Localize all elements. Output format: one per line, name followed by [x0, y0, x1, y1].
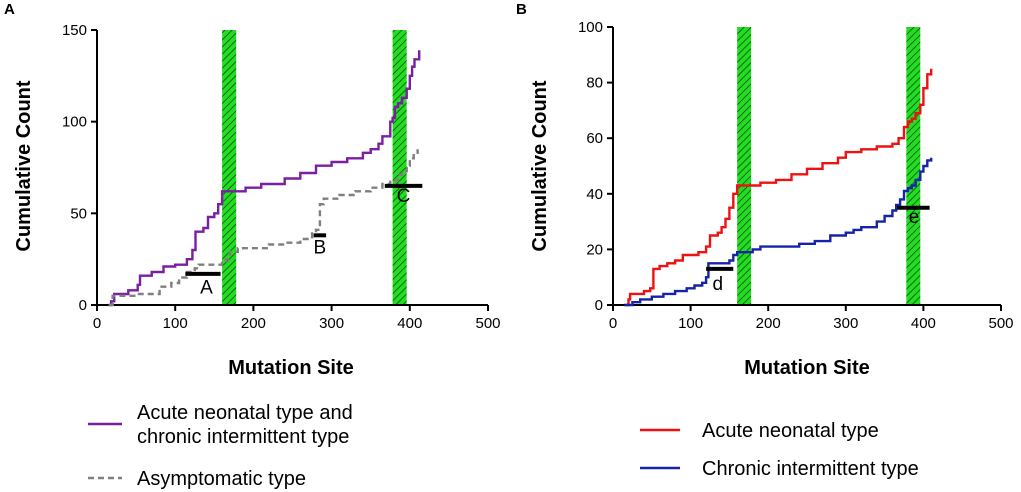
annotation-label-e: e	[909, 207, 920, 228]
shaded-regions-a	[222, 30, 407, 305]
annotations-a: A B C	[185, 183, 423, 299]
y-tick-label: 60	[586, 130, 603, 147]
axes-a: 0 100 200 300 400 500 0 50 100 150	[62, 22, 501, 332]
panel-letter-a: A	[4, 1, 15, 18]
series-b	[624, 68, 933, 307]
annotation-label-d: d	[712, 274, 723, 295]
x-tick-label: 300	[833, 315, 858, 332]
annotation-label-A: A	[200, 278, 213, 299]
legend-label-1: chronic intermittent type	[137, 426, 349, 448]
panel-letter-b: B	[516, 1, 527, 18]
shaded-regions-b	[737, 27, 921, 305]
shaded-region-1	[222, 30, 237, 305]
x-axis-title-a: Mutation Site	[228, 357, 354, 379]
y-tick-label: 50	[70, 205, 87, 222]
annotation-label-C: C	[397, 186, 411, 207]
panel-a: A 0 100 200 300 400 500 0 50 100 150 A B C Mutation…	[4, 1, 501, 490]
series-line-2	[624, 157, 933, 307]
y-tick-label: 150	[62, 22, 87, 39]
legend-b: Acute neonatal type Chronic intermittent …	[640, 420, 919, 480]
y-tick-label: 40	[586, 186, 603, 203]
y-tick-label: 80	[586, 75, 603, 92]
y-tick-label: 100	[62, 114, 87, 131]
shaded-region-2	[906, 27, 921, 305]
x-tick-label: 300	[319, 315, 344, 332]
series-a	[108, 50, 421, 307]
x-tick-label: 100	[678, 315, 703, 332]
annotation-label-B: B	[314, 237, 327, 258]
x-tick-label: 0	[609, 315, 617, 332]
y-axis-title-b: Cumulative Count	[529, 80, 551, 251]
y-tick-label: 20	[586, 241, 603, 258]
x-tick-label: 400	[911, 315, 936, 332]
x-tick-label: 500	[475, 315, 500, 332]
y-tick-label: 100	[578, 19, 603, 36]
axes-b: 0 100 200 300 400 500 0 20 40 60 80 100	[578, 19, 1014, 332]
annotations-b: de	[706, 205, 930, 295]
x-axis-title-b: Mutation Site	[744, 357, 870, 379]
y-tick-label: 0	[595, 297, 603, 314]
series-line-1	[624, 68, 933, 307]
legend-label-2: Chronic intermittent type	[702, 458, 919, 480]
x-tick-label: 100	[163, 315, 188, 332]
x-tick-label: 200	[241, 315, 266, 332]
shaded-region-1	[737, 27, 752, 305]
shaded-region-2	[392, 30, 407, 305]
x-tick-label: 400	[397, 315, 422, 332]
legend-label-2: Asymptomatic type	[137, 468, 306, 490]
y-tick-label: 0	[79, 297, 87, 314]
series-line-2	[108, 149, 419, 307]
x-tick-label: 0	[93, 315, 101, 332]
legend-label-1: Acute neonatal type and	[137, 402, 353, 424]
legend-label-1: Acute neonatal type	[702, 420, 879, 442]
y-axis-title-a: Cumulative Count	[13, 80, 35, 251]
x-tick-label: 200	[756, 315, 781, 332]
series-line-1	[108, 50, 421, 307]
x-tick-label: 500	[988, 315, 1013, 332]
